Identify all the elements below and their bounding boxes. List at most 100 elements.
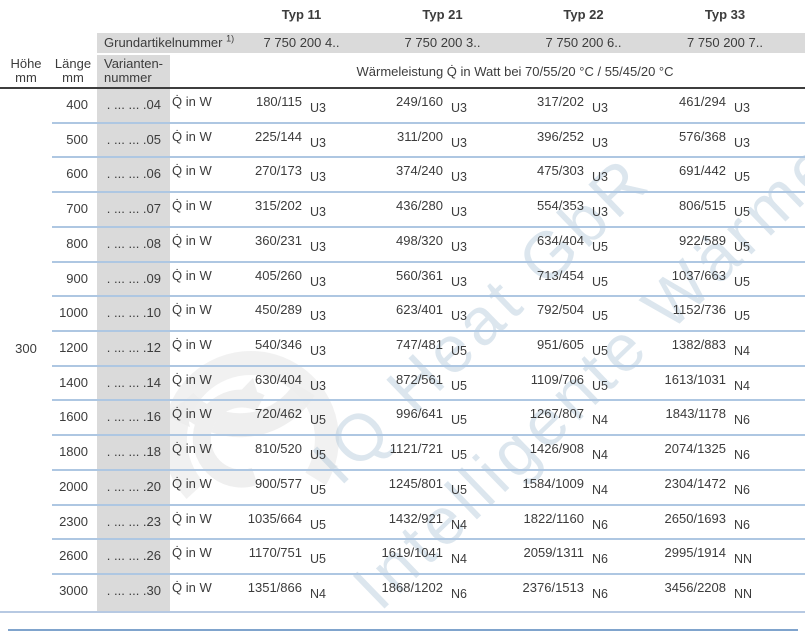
watt-value: 475/303 — [537, 163, 584, 179]
code-value: U3 — [592, 205, 608, 220]
q-label: Q̇ in W — [172, 441, 212, 457]
laenge-value: 700 — [66, 201, 88, 217]
code-value: U5 — [592, 239, 608, 254]
code-value: U3 — [451, 170, 467, 185]
typ22-cell: 1584/1009 N4 — [522, 471, 663, 506]
column-header-typ22: Typ 22 — [563, 7, 604, 22]
watt-value: 1037/663 — [671, 267, 726, 283]
watt-value: 623/401 — [396, 302, 443, 318]
table-row: 600 . ... ... .06 Q̇ in W 270/173 U3 374… — [0, 158, 805, 194]
code-value: U3 — [310, 309, 326, 324]
row-separator — [52, 573, 805, 576]
code-value: N6 — [734, 482, 750, 497]
code-value: N4 — [592, 448, 608, 463]
code-value: U3 — [592, 135, 608, 150]
laenge-value: 1200 — [59, 340, 88, 356]
watt-value: 576/368 — [679, 128, 726, 144]
varianten-value: . ... ... .20 — [106, 478, 161, 494]
typ33-cell: 1152/736 U5 — [663, 297, 805, 332]
table-row: 1000 . ... ... .10 Q̇ in W 450/289 U3 62… — [0, 297, 805, 333]
typ22-cell: 475/303 U3 — [522, 158, 663, 193]
laenge-value: 500 — [66, 131, 88, 147]
typ22-cell: 951/605 U5 — [522, 332, 663, 367]
code-value: U3 — [310, 135, 326, 150]
code-value: U5 — [592, 309, 608, 324]
watt-value: 1109/706 — [530, 371, 584, 387]
code-value: U3 — [310, 101, 326, 115]
watt-value: 311/200 — [396, 128, 443, 144]
code-value: U3 — [592, 170, 608, 185]
code-value: U5 — [451, 448, 467, 463]
code-value: N6 — [592, 587, 608, 602]
q-label: Q̇ in W — [172, 580, 212, 596]
table-row: 700 . ... ... .07 Q̇ in W 315/202 U3 436… — [0, 193, 805, 228]
typ33-cell: 2650/1693 N6 — [663, 506, 805, 541]
code-value: U3 — [734, 101, 750, 115]
column-header-typ11: Typ 11 — [281, 7, 322, 22]
typ21-cell: 996/641 U5 — [381, 401, 522, 436]
code-value: U3 — [451, 274, 467, 289]
laenge-value: 1000 — [59, 305, 88, 321]
code-value: N4 — [734, 378, 750, 393]
typ21-cell: 1121/721 U5 — [381, 436, 522, 471]
code-value: U5 — [734, 239, 750, 254]
watt-value: 249/160 — [396, 94, 443, 109]
artikelnummer-typ33: 7 750 200 7.. — [687, 35, 763, 50]
typ21-cell: 311/200 U3 — [381, 124, 522, 159]
code-value: N4 — [310, 587, 326, 602]
q-label: Q̇ in W — [172, 510, 212, 526]
varianten-value: . ... ... .16 — [106, 409, 161, 425]
code-value: U5 — [451, 344, 467, 359]
typ21-cell: 374/240 U3 — [381, 158, 522, 193]
code-value: U5 — [734, 205, 750, 220]
q-label: Q̇ in W — [172, 94, 212, 109]
typ11-cell: 225/144 U3 — [240, 124, 381, 159]
row-separator — [52, 503, 805, 506]
row-separator — [52, 260, 805, 263]
artikelnummer-typ22: 7 750 200 6.. — [545, 35, 622, 50]
varianten-value: . ... ... .30 — [106, 583, 161, 599]
varianten-value: . ... ... .09 — [106, 270, 161, 286]
code-value: U5 — [310, 517, 326, 532]
hoehe-value: 300 — [15, 341, 37, 356]
code-value: U5 — [310, 552, 326, 567]
typ21-cell: 498/320 U3 — [381, 228, 522, 263]
typ33-cell: 3456/2208 NN — [663, 575, 805, 610]
watt-value: 900/577 — [255, 475, 302, 491]
typ11-cell: 540/346 U3 — [240, 332, 381, 367]
q-label: Q̇ in W — [172, 232, 212, 248]
watt-value: 450/289 — [255, 302, 302, 318]
code-value: N6 — [592, 517, 608, 532]
q-label: Q̇ in W — [172, 163, 212, 179]
page-bottom-rule — [8, 629, 798, 631]
watt-value: 405/260 — [255, 267, 302, 283]
q-label: Q̇ in W — [172, 302, 212, 318]
watt-value: 270/173 — [255, 163, 302, 179]
typ11-cell: 360/231 U3 — [240, 228, 381, 263]
watt-value: 436/280 — [396, 198, 443, 214]
grundartikelnummer-band: Grundartikelnummer 1) 7 750 200 4.. 7 75… — [97, 33, 805, 53]
typ21-cell: 872/561 U5 — [381, 367, 522, 402]
table-bottom-rule — [0, 611, 805, 613]
watt-value: 634/404 — [537, 232, 584, 248]
code-value: U3 — [451, 309, 467, 324]
code-value: U3 — [592, 101, 608, 115]
row-separator — [52, 295, 805, 298]
watt-value: 747/481 — [396, 337, 443, 353]
typ11-cell: 810/520 U5 — [240, 436, 381, 471]
typ11-cell: 270/173 U3 — [240, 158, 381, 193]
watt-value: 1170/751 — [248, 545, 302, 561]
waermeleistung-header: Wärmeleistung Q̇ in Watt bei 70/55/20 °C… — [356, 64, 674, 79]
footnote-marker: 1) — [226, 33, 235, 44]
watt-value: 3456/2208 — [664, 580, 726, 596]
typ11-cell: 630/404 U3 — [240, 367, 381, 402]
watt-value: 1152/736 — [672, 302, 726, 318]
code-value: U3 — [451, 101, 467, 115]
watt-value: 1035/664 — [247, 510, 302, 526]
row-separator — [52, 468, 805, 471]
code-value: U5 — [451, 413, 467, 428]
typ21-cell: 747/481 U5 — [381, 332, 522, 367]
typ33-cell: 2074/1325 N6 — [663, 436, 805, 471]
row-separator — [52, 399, 805, 402]
